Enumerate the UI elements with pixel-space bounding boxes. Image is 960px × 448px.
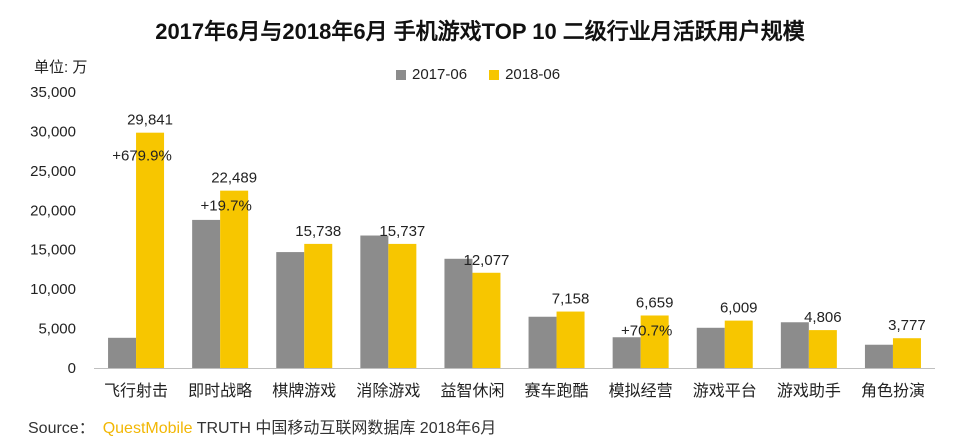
bar-2018 bbox=[388, 243, 417, 368]
x-tick-label: 角色扮演 bbox=[861, 382, 925, 400]
bar-2018 bbox=[640, 315, 669, 368]
legend-label-2018: 2018-06 bbox=[505, 66, 561, 83]
legend-item-2018: 2018-06 bbox=[489, 66, 560, 83]
bar-2017 bbox=[444, 258, 473, 368]
data-label: 6,009 bbox=[720, 300, 758, 317]
y-tick-label: 25,000 bbox=[30, 163, 76, 180]
chart-title: 2017年6月与2018年6月 手机游戏TOP 10 二级行业月活跃用户规模 bbox=[155, 19, 805, 44]
bar-2018 bbox=[136, 132, 165, 368]
legend: 2017-06 2018-06 bbox=[396, 66, 582, 83]
data-label: 12,077 bbox=[464, 252, 510, 269]
x-tick-label: 消除游戏 bbox=[356, 382, 420, 400]
y-tick-label: 35,000 bbox=[30, 84, 76, 101]
bar-2017 bbox=[108, 337, 137, 368]
bar-2018 bbox=[724, 320, 753, 368]
data-label: 4,806 bbox=[804, 309, 842, 326]
x-tick-label: 即时战略 bbox=[188, 382, 252, 400]
y-tick-label: 20,000 bbox=[30, 202, 76, 219]
source-text: TRUTH 中国移动互联网数据库 2018年6月 bbox=[196, 420, 497, 437]
unit-label: 单位: 万 bbox=[34, 59, 88, 76]
bar-2017 bbox=[864, 344, 893, 368]
bar-2018 bbox=[892, 338, 921, 368]
bar-2017 bbox=[192, 219, 221, 368]
y-tick-label: 15,000 bbox=[30, 242, 76, 259]
x-tick-label: 棋牌游戏 bbox=[272, 382, 336, 400]
growth-label: +19.7% bbox=[201, 198, 252, 215]
data-label: 15,738 bbox=[295, 223, 341, 240]
data-label: 3,777 bbox=[888, 317, 926, 334]
data-label: 7,158 bbox=[552, 291, 590, 308]
x-tick-label: 飞行射击 bbox=[104, 382, 168, 400]
bar-2017 bbox=[780, 322, 809, 368]
bar-2018 bbox=[304, 243, 333, 368]
legend-item-2017: 2017-06 bbox=[396, 66, 467, 83]
bar-2017 bbox=[360, 235, 389, 368]
source-prefix: Source： bbox=[28, 420, 95, 437]
y-tick-label: 10,000 bbox=[30, 281, 76, 298]
bar-2018 bbox=[808, 330, 837, 368]
bar-2018 bbox=[472, 272, 501, 368]
y-tick-label: 5,000 bbox=[38, 321, 76, 338]
y-tick-label: 30,000 bbox=[30, 123, 76, 140]
legend-label-2017: 2017-06 bbox=[412, 66, 468, 83]
growth-label: +70.7% bbox=[621, 322, 672, 339]
legend-swatch-2018 bbox=[489, 69, 500, 80]
data-label: 22,489 bbox=[211, 170, 257, 187]
growth-label: +679.9% bbox=[112, 148, 172, 165]
source-note: Source： QuestMobile TRUTH 中国移动互联网数据库 2018… bbox=[28, 414, 496, 438]
x-tick-label: 游戏平台 bbox=[693, 382, 757, 400]
data-label: 29,841 bbox=[127, 112, 173, 129]
x-tick-label: 游戏助手 bbox=[777, 382, 841, 400]
bar-2017 bbox=[276, 252, 305, 368]
bar-2018 bbox=[220, 190, 249, 368]
data-label: 15,737 bbox=[379, 223, 425, 240]
bar-2017 bbox=[612, 337, 641, 368]
y-tick-label: 0 bbox=[68, 360, 76, 377]
bar-2018 bbox=[556, 311, 585, 368]
legend-swatch-2017 bbox=[396, 69, 406, 80]
x-tick-label: 赛车跑酷 bbox=[525, 381, 589, 400]
source-brand: QuestMobile bbox=[102, 420, 193, 437]
data-label: 6,659 bbox=[636, 294, 674, 311]
x-tick-label: 模拟经营 bbox=[609, 382, 673, 400]
bar-2017 bbox=[528, 316, 557, 368]
x-tick-label: 益智休闲 bbox=[440, 382, 504, 400]
bar-2017 bbox=[696, 327, 725, 368]
